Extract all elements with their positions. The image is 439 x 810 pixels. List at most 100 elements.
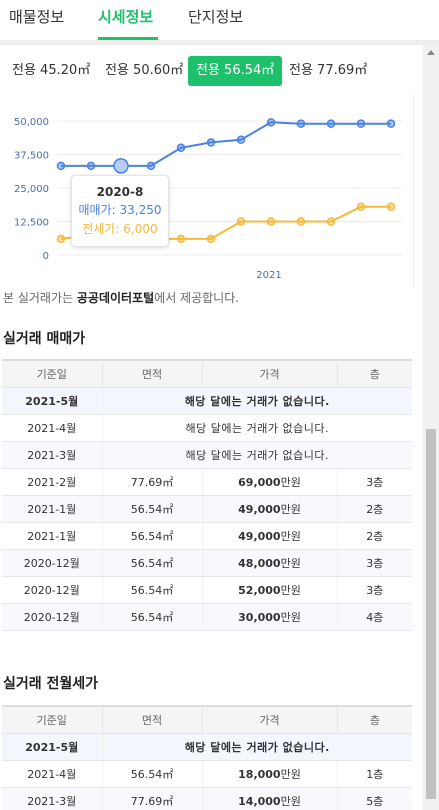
row-price: 49,000만원: [201, 522, 337, 550]
row-area: 56.54㎡: [101, 549, 202, 577]
row-date: 2021-4월: [2, 414, 102, 442]
tab-complex-info[interactable]: 단지정보: [188, 8, 244, 26]
col-price: 가격: [201, 705, 337, 734]
tooltip-sale-value: 매매가: 33,250: [78, 203, 162, 217]
highlight-point: [113, 158, 129, 174]
table-row: 2021-1월 56.54㎡ 49,000만원 2층: [2, 495, 412, 523]
area-selector: 전용 45.20㎡ 전용 50.60㎡ 전용 56.54㎡ 전용 77.69㎡: [0, 45, 439, 93]
row-floor: 3층: [336, 576, 412, 604]
data-point: [236, 217, 246, 226]
col-floor: 층: [336, 359, 412, 388]
col-area: 면적: [101, 359, 202, 388]
price-amount: 14,000: [238, 794, 281, 808]
table-row: 2021-5월 해당 달에는 거래가 없습니다.: [2, 387, 412, 415]
table-row: 2020-12월 56.54㎡ 30,000만원 4층: [2, 603, 412, 631]
row-area: 56.54㎡: [101, 522, 202, 550]
chart-tooltip: 2020-8 매매가: 33,250 전세가: 6,000: [71, 175, 169, 247]
row-price: 30,000만원: [201, 603, 337, 631]
no-deal-message: 해당 달에는 거래가 없습니다.: [101, 733, 412, 761]
col-date: 기준일: [2, 359, 102, 388]
row-area: 56.54㎡: [101, 760, 202, 788]
data-point: [326, 217, 336, 226]
data-point: [266, 217, 276, 226]
row-area: 77.69㎡: [101, 468, 202, 496]
tab-listings[interactable]: 매물정보: [9, 8, 65, 26]
y-tick-label: 0: [43, 251, 49, 262]
price-amount: 69,000: [238, 475, 281, 489]
source-suffix: 에서 제공합니다.: [154, 291, 240, 305]
row-date: 2020-12월: [2, 549, 102, 577]
data-point: [56, 234, 66, 244]
data-point: [386, 202, 396, 212]
data-point: [176, 234, 186, 244]
price-unit: 만원: [280, 556, 301, 570]
row-floor: 3층: [336, 549, 412, 577]
rent-section-title: 실거래 전월세가: [3, 676, 99, 692]
row-price: 18,000만원: [201, 760, 337, 788]
area-option-50-60[interactable]: 전용 50.60㎡: [105, 63, 184, 78]
price-unit: 만원: [280, 767, 301, 781]
col-area: 면적: [101, 705, 202, 734]
price-chart-svg: 50,000 37,500 25,000 12,500 0 2021: [14, 117, 401, 281]
data-point: [296, 119, 306, 128]
table-row: 2020-12월 56.54㎡ 52,000만원 3층: [2, 576, 412, 604]
row-floor: 1층: [336, 760, 412, 788]
data-point: [56, 161, 66, 171]
y-tick-label: 37,500: [14, 151, 49, 162]
data-point: [236, 135, 246, 145]
row-area: 56.54㎡: [101, 495, 202, 523]
row-price: 69,000만원: [201, 468, 337, 496]
y-tick-label: 25,000: [14, 184, 49, 195]
table-row: 2021-1월 56.54㎡ 49,000만원 2층: [2, 522, 412, 550]
no-deal-message: 해당 달에는 거래가 없습니다.: [101, 441, 412, 469]
area-option-77-69[interactable]: 전용 77.69㎡: [289, 63, 368, 78]
data-point: [176, 143, 186, 153]
data-point: [206, 138, 216, 147]
tooltip-jeonse-value: 전세가: 6,000: [82, 222, 158, 236]
col-date: 기준일: [2, 705, 102, 734]
row-date: 2021-5월: [2, 387, 102, 415]
row-floor: 4층: [336, 603, 412, 631]
data-point: [296, 217, 306, 226]
table-row: 2021-4월 해당 달에는 거래가 없습니다.: [2, 414, 412, 442]
row-date: 2021-1월: [2, 495, 102, 523]
no-deal-message: 해당 달에는 거래가 없습니다.: [101, 387, 412, 415]
x-tick-label: 2021: [256, 270, 281, 281]
col-floor: 층: [336, 705, 412, 734]
scrollbar[interactable]: [423, 45, 439, 810]
price-amount: 49,000: [238, 502, 281, 516]
source-name: 공공데이터포털: [76, 291, 155, 305]
price-amount: 48,000: [238, 556, 281, 570]
row-area: 77.69㎡: [101, 787, 202, 810]
data-point: [206, 234, 216, 244]
table-row: 2021-3월 해당 달에는 거래가 없습니다.: [2, 441, 412, 469]
data-point: [146, 161, 156, 171]
area-option-56-54[interactable]: 전용 56.54㎡: [188, 56, 283, 86]
y-tick-label: 12,500: [14, 218, 49, 229]
price-amount: 30,000: [238, 610, 281, 624]
divider: [0, 40, 439, 45]
scroll-up-arrow-icon[interactable]: [423, 45, 439, 59]
row-date: 2021-1월: [2, 522, 102, 550]
col-price: 가격: [201, 359, 337, 388]
table-row: 2021-3월 77.69㎡ 14,000만원 5층: [2, 787, 412, 810]
scrollbar-thumb[interactable]: [426, 429, 436, 799]
row-price: 14,000만원: [201, 787, 337, 810]
row-price: 48,000만원: [201, 549, 337, 577]
top-tab-bar: 매물정보 시세정보 단지정보: [0, 0, 439, 45]
row-date: 2021-3월: [2, 441, 102, 469]
tab-market-price[interactable]: 시세정보: [98, 8, 154, 26]
row-floor: 3층: [336, 468, 412, 496]
area-option-45-20[interactable]: 전용 45.20㎡: [12, 63, 91, 78]
y-tick-label: 50,000: [14, 117, 49, 128]
price-amount: 18,000: [238, 767, 281, 781]
source-prefix: 본 실거래가는: [3, 291, 77, 305]
price-chart[interactable]: 50,000 37,500 25,000 12,500 0 2021 2020-8 매매가…: [3, 94, 414, 288]
price-unit: 만원: [280, 583, 301, 597]
rent-deals-table: 기준일 면적 가격 층 2021-5월 해당 달에는 거래가 없습니다. 2021-…: [2, 705, 412, 810]
row-area: 56.54㎡: [101, 603, 202, 631]
data-point: [326, 119, 336, 128]
row-date: 2021-4월: [2, 760, 102, 788]
data-point: [386, 119, 396, 128]
row-date: 2020-12월: [2, 576, 102, 604]
